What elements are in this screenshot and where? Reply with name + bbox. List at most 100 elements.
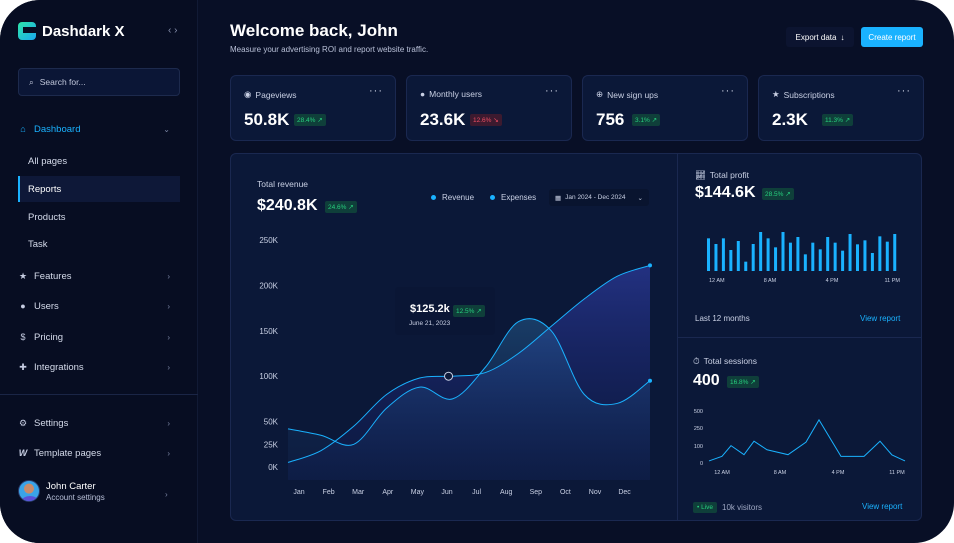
- chevron-down-icon: ⌄: [637, 194, 643, 202]
- x-tick-label: Jun: [441, 489, 452, 496]
- profit-bar: [870, 253, 874, 271]
- chevron-right-icon: ›: [167, 362, 170, 372]
- x-tick-label: 11 PM: [889, 470, 905, 476]
- user-name: John Carter: [46, 480, 96, 492]
- legend-expenses[interactable]: Expenses: [490, 193, 536, 202]
- home-icon: ⌂: [20, 124, 26, 134]
- stat-value: 50.8K: [244, 110, 290, 129]
- sidebar-subitem-all-pages[interactable]: All pages: [28, 155, 68, 167]
- x-tick-label: May: [411, 489, 425, 496]
- legend-dot: [490, 195, 495, 200]
- sidebar-item-template-pages[interactable]: W Template pages ›: [18, 440, 180, 466]
- sessions-title-label: Total sessions: [703, 356, 758, 366]
- tooltip-change-badge: 12.5% ↗: [453, 305, 485, 317]
- x-tick-label: 4 PM: [832, 470, 845, 476]
- profit-bar: [818, 249, 822, 271]
- x-tick-label: Mar: [352, 489, 365, 496]
- profit-bar: [766, 238, 770, 271]
- profit-bar: [788, 242, 792, 271]
- revenue-line: [287, 264, 651, 463]
- y-tick-label: 500: [694, 409, 703, 415]
- profit-bar: [848, 234, 852, 271]
- sidebar-subitem-products[interactable]: Products: [28, 211, 66, 223]
- y-tick-label: 200K: [259, 281, 278, 290]
- divider: [677, 337, 922, 338]
- profit-bar: [751, 244, 755, 271]
- y-tick-label: 25K: [264, 440, 279, 449]
- chevron-down-icon: ⌄: [163, 124, 170, 134]
- sidebar-item-label: Template pages: [34, 447, 102, 459]
- sessions-title: ⏱︎ Total sessions: [693, 356, 757, 367]
- eye-icon: ◉: [244, 89, 252, 99]
- stat-card: ⊕ New sign ups ··· 756 3.1% ↗: [582, 75, 748, 141]
- chevron-right-icon[interactable]: ›: [165, 490, 168, 499]
- profit-bar: [736, 241, 740, 271]
- stat-label: ● Monthly users: [420, 89, 482, 99]
- gear-icon: ⚙: [18, 417, 28, 428]
- export-data-button[interactable]: Export data ↓: [786, 27, 854, 47]
- x-tick-label: 8 AM: [774, 470, 787, 476]
- sidebar-subitem-reports[interactable]: Reports: [18, 176, 180, 202]
- legend-dot: [431, 195, 436, 200]
- plus-circle-icon: ⊕: [596, 89, 604, 99]
- chevron-right-icon: ›: [167, 301, 170, 311]
- more-options-icon[interactable]: ···: [721, 85, 735, 97]
- profit-value: $144.6K: [695, 184, 756, 201]
- sessions-line: [708, 418, 906, 462]
- profit-bar: [893, 234, 897, 271]
- star-icon: ★: [18, 270, 28, 281]
- x-tick-label: 8 AM: [764, 278, 777, 284]
- sidebar-item-dashboard[interactable]: ⌂ Dashboard ⌄: [18, 116, 180, 142]
- sidebar-item-features[interactable]: ★ Features ›: [18, 263, 180, 289]
- search-icon: ⌕: [29, 76, 34, 87]
- dollar-icon: $: [20, 332, 26, 342]
- create-report-button[interactable]: Create report: [861, 27, 923, 47]
- logo-icon: [18, 22, 36, 40]
- sidebar-item-pricing[interactable]: $ Pricing ›: [18, 324, 180, 350]
- account-menu[interactable]: John Carter Account settings: [18, 480, 105, 502]
- stat-card: ◉ Pageviews ··· 50.8K 28.4% ↗: [230, 75, 396, 141]
- sessions-view-report-link[interactable]: View report: [862, 502, 903, 511]
- more-options-icon[interactable]: ···: [369, 85, 383, 97]
- legend-revenue[interactable]: Revenue: [431, 193, 474, 202]
- profit-title-label: Total profit: [709, 170, 750, 180]
- chevron-right-icon: ›: [167, 332, 170, 342]
- calendar-icon: ▦: [555, 194, 562, 202]
- profit-view-report-link[interactable]: View report: [860, 314, 901, 323]
- chevron-right-icon: ›: [167, 448, 170, 458]
- x-tick-label: Apr: [382, 489, 394, 496]
- stat-change-badge: 12.6% ↘: [470, 114, 502, 126]
- webflow-icon: W: [18, 448, 28, 458]
- stat-label-text: Subscriptions: [783, 89, 835, 100]
- stat-label: ★ Subscriptions: [772, 89, 835, 100]
- sidebar-divider: [0, 394, 198, 395]
- more-options-icon[interactable]: ···: [897, 85, 911, 97]
- stat-value: 2.3K: [772, 110, 808, 129]
- sidebar-item-label: Users: [34, 300, 59, 312]
- stat-label: ◉ Pageviews: [244, 89, 297, 100]
- y-tick-label: 250K: [259, 236, 278, 245]
- revenue-value: $240.8K: [257, 197, 318, 214]
- legend-label: Expenses: [501, 193, 537, 202]
- profit-bar: [759, 232, 763, 271]
- sessions-change-badge: 16.8% ↗: [727, 376, 759, 388]
- sidebar-item-settings[interactable]: ⚙ Settings ›: [18, 410, 180, 436]
- revenue-end-point: [648, 263, 652, 268]
- expenses-area: [288, 318, 650, 480]
- x-tick-label: Aug: [500, 489, 513, 496]
- revenue-change-badge: 24.6% ↗: [325, 201, 357, 213]
- export-label: Export data: [795, 32, 837, 42]
- date-range-select[interactable]: ▦ Jan 2024 - Dec 2024 ⌄: [549, 189, 649, 206]
- sidebar-item-integrations[interactable]: ✚ Integrations ›: [18, 354, 180, 380]
- page-subtitle: Measure your advertising ROI and report …: [230, 45, 429, 54]
- tooltip-date: June 21, 2023: [409, 320, 451, 327]
- sidebar-subitem-task[interactable]: Task: [28, 238, 48, 250]
- profit-bar: [863, 240, 867, 271]
- stat-label: ⊕ New sign ups: [596, 89, 658, 100]
- search-input[interactable]: ⌕ Search for...: [18, 68, 180, 96]
- sidebar-item-users[interactable]: ● Users ›: [18, 293, 180, 319]
- x-tick-label: Feb: [323, 489, 335, 496]
- more-options-icon[interactable]: ···: [545, 85, 559, 97]
- collapse-sidebar-icon[interactable]: ‹ ›: [168, 25, 178, 36]
- logo[interactable]: Dashdark X: [18, 22, 125, 40]
